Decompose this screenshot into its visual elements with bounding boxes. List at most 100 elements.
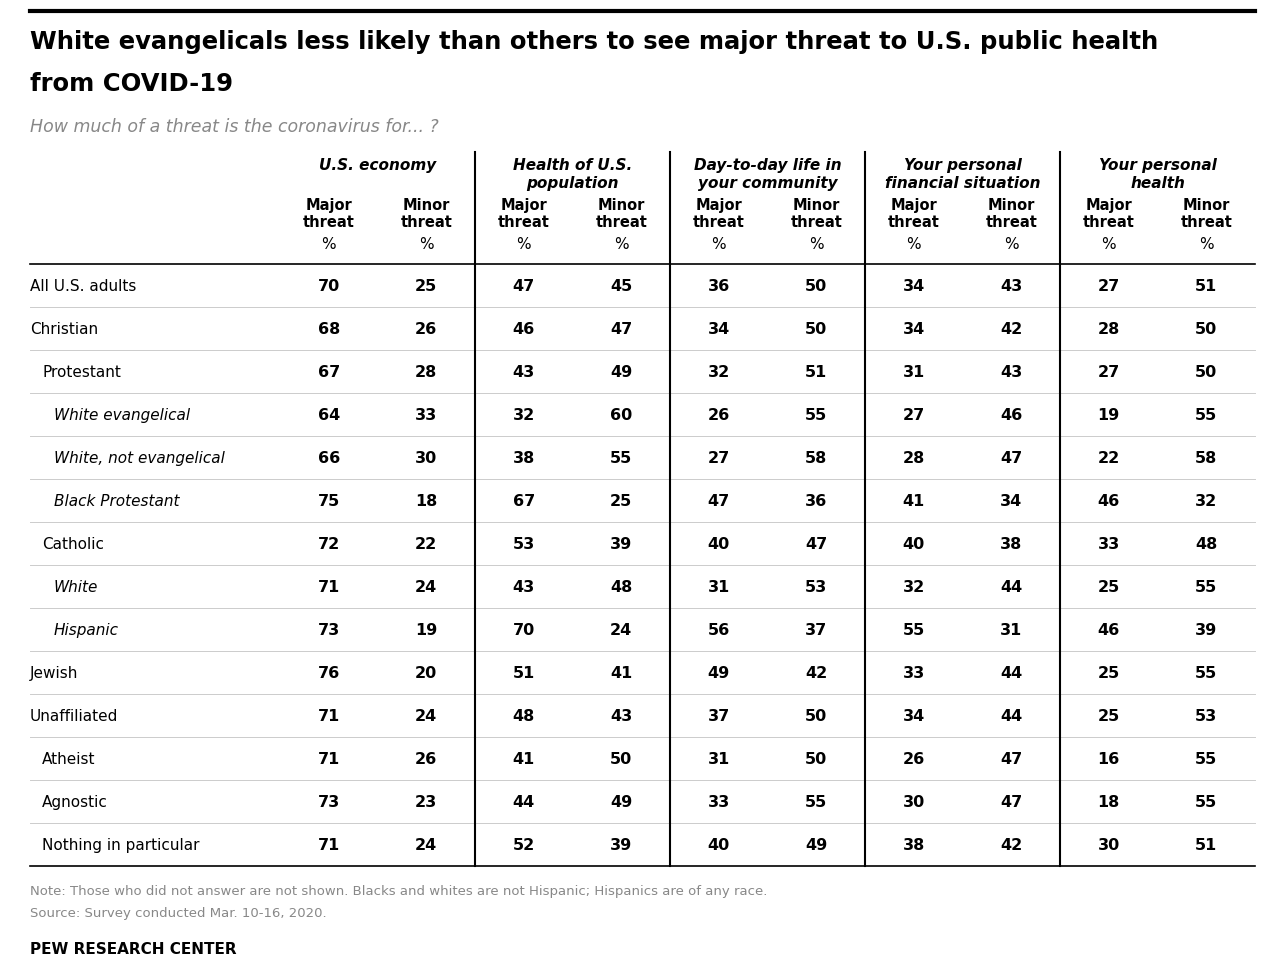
Text: 28: 28: [902, 451, 925, 465]
Text: financial situation: financial situation: [884, 175, 1041, 191]
Text: 24: 24: [611, 622, 632, 638]
Text: 71: 71: [317, 708, 340, 723]
Text: 31: 31: [708, 751, 730, 766]
Text: 71: 71: [317, 751, 340, 766]
Text: 41: 41: [611, 666, 632, 680]
Text: 50: 50: [611, 751, 632, 766]
Text: 44: 44: [1000, 579, 1023, 594]
Text: 49: 49: [611, 364, 632, 380]
Text: 30: 30: [902, 795, 925, 809]
Text: 19: 19: [1098, 408, 1120, 422]
Text: 25: 25: [1098, 708, 1120, 723]
Text: %: %: [516, 236, 531, 252]
Text: %: %: [809, 236, 823, 252]
Text: 53: 53: [1196, 708, 1217, 723]
Text: 50: 50: [1196, 322, 1217, 336]
Text: 55: 55: [1196, 751, 1217, 766]
Text: 58: 58: [805, 451, 827, 465]
Text: PEW RESEARCH CENTER: PEW RESEARCH CENTER: [29, 941, 237, 956]
Text: 47: 47: [611, 322, 632, 336]
Text: 34: 34: [708, 322, 730, 336]
Text: %: %: [321, 236, 337, 252]
Text: How much of a threat is the coronavirus for... ?: How much of a threat is the coronavirus …: [29, 118, 439, 136]
Text: 51: 51: [1196, 837, 1217, 852]
Text: 73: 73: [317, 622, 340, 638]
Text: 30: 30: [1098, 837, 1120, 852]
Text: 55: 55: [1196, 666, 1217, 680]
Text: 47: 47: [805, 537, 827, 551]
Text: 55: 55: [611, 451, 632, 465]
Text: Your personal: Your personal: [1098, 158, 1216, 172]
Text: Day-to-day life in: Day-to-day life in: [694, 158, 841, 172]
Text: Major: Major: [500, 198, 547, 213]
Text: %: %: [1199, 236, 1213, 252]
Text: 73: 73: [317, 795, 340, 809]
Text: White, not evangelical: White, not evangelical: [54, 451, 225, 465]
Text: threat: threat: [888, 215, 940, 230]
Text: 33: 33: [1098, 537, 1120, 551]
Text: Unaffiliated: Unaffiliated: [29, 708, 118, 723]
Text: 28: 28: [415, 364, 438, 380]
Text: threat: threat: [1083, 215, 1134, 230]
Text: 27: 27: [708, 451, 730, 465]
Text: 49: 49: [805, 837, 827, 852]
Text: 24: 24: [415, 579, 438, 594]
Text: Minor: Minor: [598, 198, 645, 213]
Text: 36: 36: [708, 279, 730, 294]
Text: 39: 39: [611, 537, 632, 551]
Text: 55: 55: [1196, 795, 1217, 809]
Text: 25: 25: [415, 279, 438, 294]
Text: Christian: Christian: [29, 322, 99, 336]
Text: %: %: [614, 236, 628, 252]
Text: 31: 31: [1000, 622, 1023, 638]
Text: 46: 46: [512, 322, 535, 336]
Text: 46: 46: [1098, 622, 1120, 638]
Text: 42: 42: [1000, 837, 1023, 852]
Text: 37: 37: [805, 622, 827, 638]
Text: 45: 45: [611, 279, 632, 294]
Text: 42: 42: [1000, 322, 1023, 336]
Text: 52: 52: [512, 837, 535, 852]
Text: 55: 55: [805, 408, 827, 422]
Text: 30: 30: [415, 451, 438, 465]
Text: Nothing in particular: Nothing in particular: [42, 837, 200, 852]
Text: 43: 43: [512, 364, 535, 380]
Text: 39: 39: [1196, 622, 1217, 638]
Text: 34: 34: [1000, 493, 1023, 509]
Text: threat: threat: [790, 215, 842, 230]
Text: All U.S. adults: All U.S. adults: [29, 279, 137, 294]
Text: 60: 60: [611, 408, 632, 422]
Text: threat: threat: [498, 215, 549, 230]
Text: 47: 47: [708, 493, 730, 509]
Text: 31: 31: [708, 579, 730, 594]
Text: threat: threat: [1180, 215, 1233, 230]
Text: %: %: [1004, 236, 1019, 252]
Text: 22: 22: [1098, 451, 1120, 465]
Text: 27: 27: [1098, 279, 1120, 294]
Text: 27: 27: [902, 408, 925, 422]
Text: 48: 48: [1196, 537, 1217, 551]
Text: 41: 41: [902, 493, 925, 509]
Text: 25: 25: [1098, 666, 1120, 680]
Text: 43: 43: [512, 579, 535, 594]
Text: Minor: Minor: [403, 198, 451, 213]
Text: 27: 27: [1098, 364, 1120, 380]
Text: 49: 49: [611, 795, 632, 809]
Text: 32: 32: [708, 364, 730, 380]
Text: 32: 32: [512, 408, 535, 422]
Text: 55: 55: [902, 622, 925, 638]
Text: 67: 67: [317, 364, 340, 380]
Text: 33: 33: [708, 795, 730, 809]
Text: 48: 48: [611, 579, 632, 594]
Text: 50: 50: [805, 279, 827, 294]
Text: 18: 18: [1098, 795, 1120, 809]
Text: 55: 55: [1196, 579, 1217, 594]
Text: your community: your community: [698, 175, 837, 191]
Text: health: health: [1130, 175, 1185, 191]
Text: Your personal: Your personal: [904, 158, 1021, 172]
Text: Minor: Minor: [1183, 198, 1230, 213]
Text: 50: 50: [805, 708, 827, 723]
Text: 51: 51: [805, 364, 827, 380]
Text: 25: 25: [1098, 579, 1120, 594]
Text: 34: 34: [902, 279, 925, 294]
